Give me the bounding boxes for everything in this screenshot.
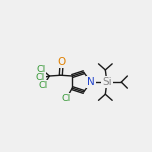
Text: Si: Si (102, 77, 112, 87)
Text: Cl: Cl (62, 93, 71, 103)
Text: O: O (57, 57, 66, 67)
Text: N: N (87, 77, 95, 87)
Text: Cl: Cl (36, 73, 45, 82)
Text: Cl: Cl (36, 65, 46, 74)
Text: Cl: Cl (39, 81, 48, 90)
